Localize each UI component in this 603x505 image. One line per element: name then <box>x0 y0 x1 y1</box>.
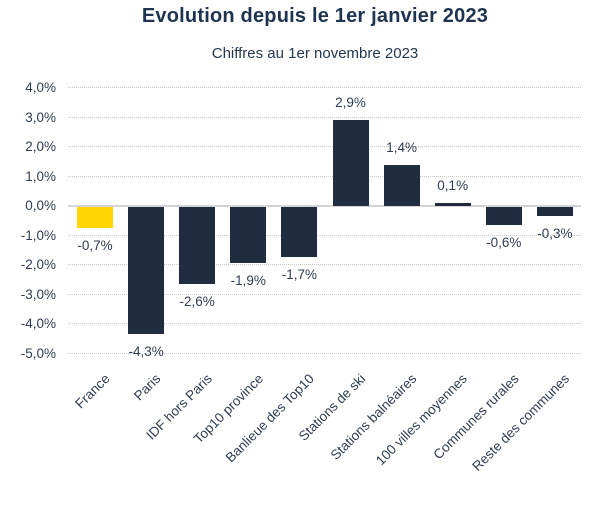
chart-subtitle: Chiffres au 1er novembre 2023 <box>211 45 419 62</box>
gridline <box>68 293 581 295</box>
bar-value-label: 2,9% <box>335 95 366 111</box>
bar-banlieue-des-top10 <box>281 207 318 258</box>
bar-100-villes-moyennes <box>434 203 471 206</box>
gridline <box>68 264 581 265</box>
x-axis-category-label-reste-des-communes: Reste des communes <box>469 371 573 474</box>
bar-idf-hors-paris <box>179 207 216 284</box>
x-axis-category-label-france: France <box>72 371 113 412</box>
bar-value-label: 1,4% <box>386 139 417 155</box>
gridline <box>68 146 581 147</box>
bar-value-label: -1,9% <box>230 273 266 289</box>
x-axis-category-label-stations-baln-aires: Stations balnéaires <box>327 371 420 463</box>
bar-france <box>77 207 113 228</box>
gridline <box>68 352 581 354</box>
chart-title: Evolution depuis le 1er janvier 2023 <box>141 5 489 27</box>
y-axis-tick-label: -5,0% <box>20 345 56 361</box>
x-axis-category-label-paris: Paris <box>131 371 164 404</box>
bar-value-label: -1,7% <box>281 267 318 283</box>
x-axis-category-label-banlieue-des-top10: Banlieue des Top10 <box>222 371 317 466</box>
gridline <box>68 323 581 324</box>
x-axis-category-label-100-villes-moyennes: 100 villes moyennes <box>373 371 471 469</box>
gridline <box>68 234 581 236</box>
y-axis-tick-label: 3,0% <box>25 109 56 125</box>
bar-paris <box>128 207 165 334</box>
bar-reste-des-communes <box>536 207 573 216</box>
bar-value-label: -0,3% <box>537 225 573 241</box>
y-axis-tick-label: -2,0% <box>20 257 56 272</box>
bar-value-label: -0,7% <box>77 237 113 253</box>
y-axis-tick-label: 4,0% <box>25 80 56 95</box>
gridline <box>68 175 581 177</box>
bar-value-label: -2,6% <box>179 293 215 309</box>
zero-gridline <box>68 205 581 207</box>
bar-value-label: -0,6% <box>486 234 522 250</box>
y-axis-tick-label: 2,0% <box>25 139 56 154</box>
bar-stations-de-ski <box>332 120 369 206</box>
y-axis-tick-label: 0,0% <box>25 198 56 213</box>
y-axis-tick-label: 1,0% <box>25 168 56 184</box>
y-axis-tick-label: -3,0% <box>20 286 56 302</box>
bar-value-label: 0,1% <box>437 178 469 194</box>
y-axis-tick-label: -4,0% <box>20 316 56 331</box>
gridline <box>68 116 581 118</box>
bar-stations-baln-aires <box>383 164 420 206</box>
bar-value-label: -4,3% <box>128 343 164 359</box>
bar-top10-province <box>230 207 267 264</box>
y-axis-tick-label: -1,0% <box>20 227 56 243</box>
bar-communes-rurales <box>485 207 522 225</box>
gridline <box>68 87 581 88</box>
